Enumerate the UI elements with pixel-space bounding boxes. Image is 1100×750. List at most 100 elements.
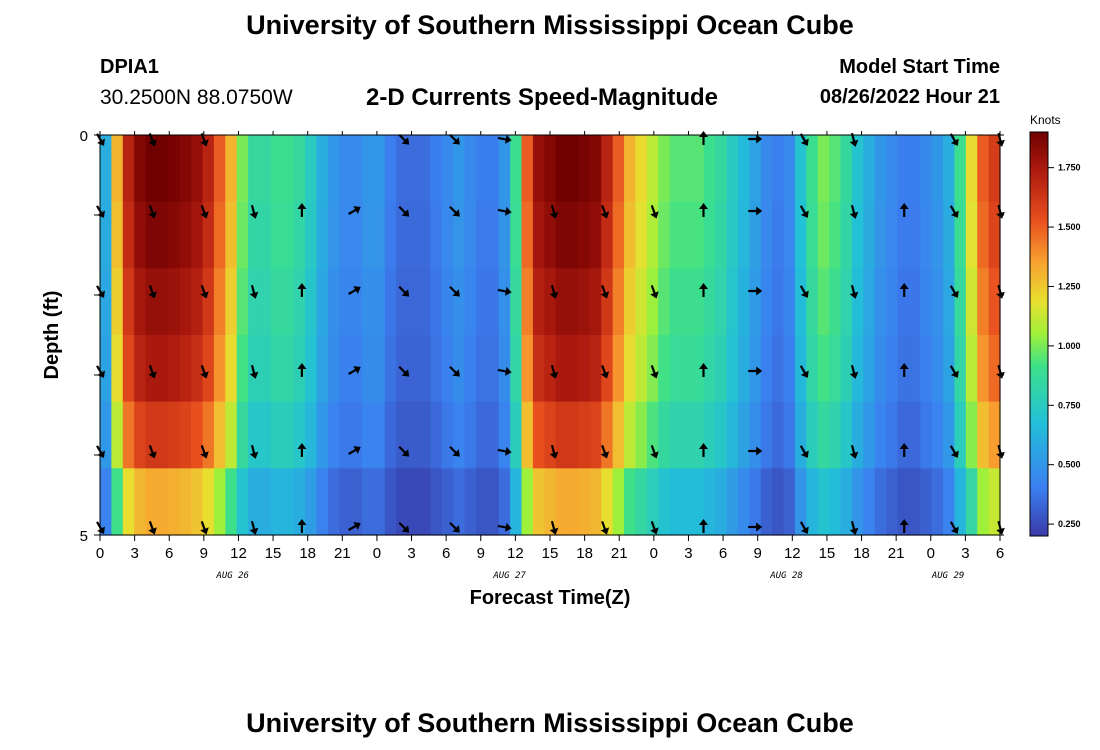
heatmap-cell — [213, 401, 226, 469]
heatmap-cell — [168, 268, 181, 336]
heatmap-cell — [179, 268, 192, 336]
heatmap-cell — [567, 135, 580, 203]
current-vector — [699, 283, 708, 297]
y-tick-label: 5 — [80, 528, 88, 545]
heatmap-cell — [806, 468, 819, 536]
heatmap-cell — [772, 468, 785, 536]
heatmap-cell — [248, 135, 261, 203]
heatmap-cell — [737, 401, 750, 469]
current-vector — [650, 204, 659, 219]
heatmap-cell — [418, 335, 431, 403]
heatmap-cell — [635, 401, 648, 469]
x-tick-label: 9 — [754, 545, 762, 562]
heatmap-cell — [441, 401, 454, 469]
heatmap-cell — [977, 468, 990, 536]
heatmap-cell — [407, 401, 420, 469]
x-tick-label: 0 — [927, 545, 935, 562]
heatmap-cell — [817, 268, 830, 336]
heatmap-cell — [977, 201, 990, 269]
heatmap-cell — [225, 201, 238, 269]
heatmap-cell — [213, 335, 226, 403]
heatmap-cell — [931, 401, 944, 469]
heatmap-cell — [282, 268, 295, 336]
current-vector — [249, 284, 259, 299]
heatmap-cell — [134, 468, 147, 536]
date-label: AUG 26 — [215, 571, 249, 581]
colorbar-gradient — [1029, 131, 1049, 537]
heatmap-cell — [874, 468, 887, 536]
heatmap-cell — [510, 335, 523, 403]
heatmap-cell — [601, 201, 614, 269]
heatmap-cell — [681, 468, 693, 536]
heatmap-cell — [282, 335, 295, 403]
heatmap-cell — [692, 135, 705, 203]
heatmap-cell — [305, 468, 318, 536]
current-vector — [699, 519, 708, 533]
heatmap-cell — [555, 401, 568, 469]
heatmap-cell — [681, 401, 693, 469]
heatmap-cell — [806, 268, 819, 336]
heatmap-cell — [259, 135, 272, 203]
heatmap-cell — [612, 401, 625, 469]
current-vector — [748, 206, 763, 216]
heatmap-cell — [236, 201, 249, 269]
model-start-value: 08/26/2022 Hour 21 — [819, 86, 1000, 108]
x-tick-label: 3 — [684, 545, 692, 562]
colorbar-tick-label: 1.000 — [1058, 341, 1081, 351]
heatmap-cell — [624, 135, 637, 203]
heatmap-cell — [772, 268, 785, 336]
heatmap-cell — [396, 201, 409, 269]
heatmap-cell — [874, 268, 887, 336]
current-vector — [497, 134, 512, 144]
date-label: AUG 29 — [931, 571, 965, 581]
heatmap-cell — [327, 268, 340, 336]
heatmap-cell — [532, 201, 545, 269]
heatmap-cell — [908, 201, 921, 269]
heatmap-cell — [806, 201, 819, 269]
heatmap-cell — [430, 268, 443, 336]
heatmap-cell — [954, 201, 967, 269]
heatmap-cell — [749, 201, 762, 269]
heatmap-cell — [213, 268, 226, 336]
current-vector — [549, 444, 559, 459]
current-vector — [449, 365, 460, 377]
heatmap-cell — [965, 135, 978, 203]
heatmap-cell — [521, 268, 534, 336]
heatmap-cell — [874, 135, 887, 203]
current-vector — [297, 443, 307, 457]
heatmap-cell — [669, 401, 682, 469]
heatmap-cell — [692, 468, 705, 536]
heatmap-cell — [362, 268, 375, 336]
x-tick-label: 6 — [442, 545, 450, 562]
heatmap-cell — [658, 268, 671, 336]
heatmap-cell — [965, 268, 978, 336]
heatmap-cell — [920, 135, 933, 203]
heatmap-cell — [635, 468, 648, 536]
heatmap-cell — [453, 401, 466, 469]
heatmap-cell — [715, 401, 728, 469]
heatmap-cell — [213, 468, 226, 536]
heatmap-cell — [840, 201, 853, 269]
current-vector — [398, 285, 410, 297]
heatmap-cell — [168, 335, 181, 403]
current-vector — [348, 446, 361, 455]
current-vector — [699, 363, 708, 377]
heatmap-cell — [635, 268, 648, 336]
heatmap-cell — [270, 201, 283, 269]
heatmap-cell — [339, 201, 352, 269]
heatmap-cell — [965, 335, 978, 403]
heatmap-cell — [692, 201, 705, 269]
heatmap-cell — [259, 401, 272, 469]
heatmap-cell — [213, 201, 226, 269]
x-tick-label: 6 — [719, 545, 727, 562]
heatmap-cell — [168, 135, 181, 203]
heatmap-cell — [225, 135, 238, 203]
heatmap-cell — [931, 201, 944, 269]
heatmap-cell — [327, 201, 340, 269]
heatmap-cell — [567, 468, 580, 536]
heatmap-cell — [874, 335, 887, 403]
heatmap-cell — [168, 401, 181, 469]
x-tick-label: 12 — [507, 545, 524, 562]
current-vector — [200, 520, 209, 535]
heatmap-cell — [339, 335, 352, 403]
